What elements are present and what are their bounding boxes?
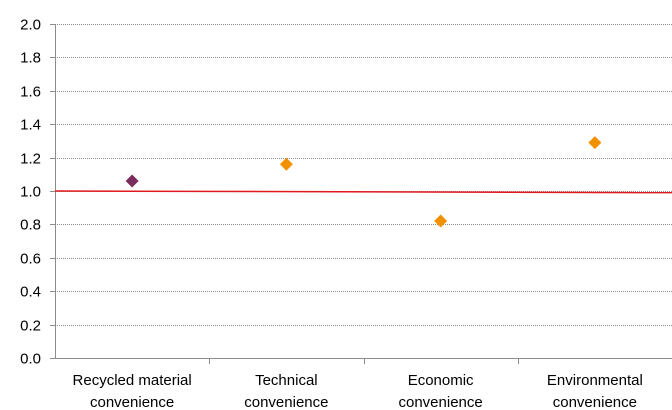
y-tick-label: 0.4 [20, 284, 41, 301]
y-tick-label: 1.2 [20, 151, 41, 168]
x-category-label: Environmental [547, 372, 643, 389]
data-points [125, 136, 602, 228]
y-tick-label: 0.6 [20, 251, 41, 268]
x-tick-marks [209, 358, 519, 364]
x-category-label: convenience [399, 394, 483, 410]
y-tick-label: 0.8 [20, 217, 41, 234]
gridlines [50, 24, 672, 359]
data-point-diamond [279, 157, 293, 171]
data-point-diamond [434, 214, 448, 228]
x-category-label: Economic [408, 372, 474, 389]
x-category-label: convenience [244, 394, 328, 410]
y-tick-label: 0.2 [20, 318, 41, 335]
y-tick-label: 1.0 [20, 184, 41, 201]
data-point-diamond [588, 136, 602, 150]
y-tick-label: 1.8 [20, 50, 41, 67]
x-category-labels: Recycled material convenience Technical con… [73, 372, 643, 410]
reference-line [54, 190, 672, 194]
y-tick-label: 1.4 [20, 117, 41, 134]
y-tick-label: 1.6 [20, 84, 41, 101]
data-point-diamond [125, 174, 139, 188]
x-category-label: convenience [90, 394, 174, 410]
x-category-label: convenience [553, 394, 637, 410]
x-category-label: Recycled material [73, 372, 192, 389]
y-tick-label: 0.0 [20, 351, 41, 368]
y-tick-label: 2.0 [20, 17, 41, 34]
y-tick-labels: 0.0 0.2 0.4 0.6 0.8 1.0 1.2 1.4 1.6 1.8 2.0 [20, 17, 41, 368]
x-category-label: Technical [255, 372, 318, 389]
